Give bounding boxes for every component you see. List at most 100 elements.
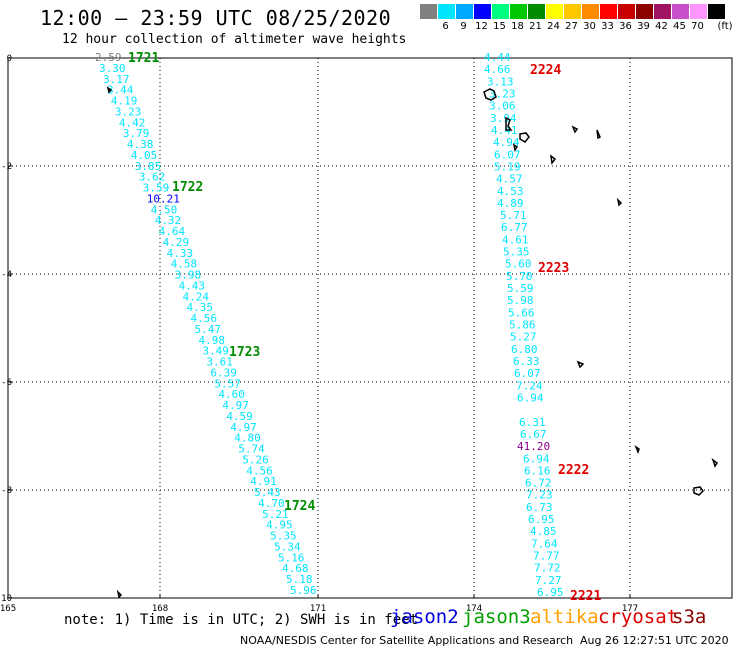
west-track-value: 3.98 (175, 269, 202, 282)
west-track-value: 5.43 (254, 486, 280, 499)
scale-swatch (708, 4, 725, 19)
west-track-value: 5.18 (286, 573, 313, 586)
west-track-value: 5.47 (194, 323, 221, 336)
scale-label: 27 (565, 21, 578, 32)
scale-label: 45 (673, 21, 686, 32)
x-axis-label: 165 (0, 604, 16, 614)
west-track-value: 3.44 (107, 84, 134, 97)
satellite-label-altika: altika (530, 606, 599, 628)
west-track-value: 3.61 (206, 356, 233, 369)
west-track-value: 6.39 (210, 366, 237, 379)
west-track-value: 4.97 (230, 421, 257, 434)
west-track-value: 4.98 (198, 334, 225, 347)
east-track-value: 4.57 (496, 173, 523, 186)
east-track-value: 3.94 (490, 112, 517, 125)
west-track-value: 4.35 (187, 301, 214, 314)
island-outline (693, 486, 704, 496)
west-track-value: 4.29 (163, 236, 190, 249)
footer-notes: note: 1) Time is in UTC; 2) SWH is in fe… (64, 612, 419, 628)
east-track-value: 6.07 (494, 148, 521, 161)
west-track-value: 4.70 (258, 497, 285, 510)
time-label: 1721 (128, 51, 159, 66)
x-axis-label: 171 (310, 604, 326, 614)
time-label: 2223 (538, 261, 569, 276)
east-track-value: 5.35 (503, 246, 530, 259)
east-track-value: 5.70 (506, 270, 533, 283)
west-track-value: 3.17 (103, 73, 130, 86)
island-outline (505, 116, 513, 131)
west-track-value: 4.56 (246, 464, 273, 477)
scale-swatch (420, 4, 437, 19)
scale-label: 21 (529, 21, 542, 32)
west-track-value: 4.38 (127, 138, 154, 151)
east-track-value: 5.60 (505, 258, 532, 271)
west-track-value: 5.26 (242, 453, 269, 466)
scale-label: 33 (601, 21, 614, 32)
scale-label: 6 (442, 21, 449, 32)
east-track-value: 6.67 (520, 428, 547, 441)
x-axis-label: 174 (466, 604, 482, 614)
map-subtitle: 12 hour collection of altimeter wave hei… (62, 32, 407, 47)
scale-swatch (582, 4, 599, 19)
west-track-value: 4.56 (191, 312, 218, 325)
y-axis-label: -10 (0, 594, 12, 604)
west-track-value: 3.85 (135, 160, 162, 173)
map-frame (7, 57, 733, 599)
time-label: 2221 (570, 589, 601, 604)
scale-swatch (510, 4, 527, 19)
east-track-value: 7.72 (534, 562, 561, 575)
east-track-value: 7.77 (533, 550, 560, 563)
satellite-label-cryosat: cryosat (598, 606, 679, 628)
west-track-value: 5.74 (238, 443, 265, 456)
west-track-value: 4.91 (250, 475, 277, 488)
y-axis-label: 0 (7, 54, 12, 64)
island-outline (711, 457, 719, 468)
scale-label: 70 (691, 21, 704, 32)
island-outline (116, 589, 123, 599)
scale-swatch (636, 4, 653, 19)
island-outline (596, 129, 601, 140)
time-label: 1724 (284, 499, 315, 514)
scale-swatch (654, 4, 671, 19)
scale-swatch (618, 4, 635, 19)
east-track-value: 6.07 (514, 367, 541, 380)
east-track-value: 6.94 (523, 452, 550, 465)
scale-swatch (438, 4, 455, 19)
west-track-value: 3.62 (139, 171, 166, 184)
y-axis-label: -4 (1, 270, 12, 280)
east-track-value: 7.24 (516, 379, 543, 392)
scale-swatch (474, 4, 491, 19)
west-track-value: 5.16 (278, 551, 305, 564)
scale-label: 24 (547, 21, 560, 32)
west-track-value: 2.59 (95, 51, 122, 64)
scale-swatch (672, 4, 689, 19)
east-track-value: 5.98 (507, 294, 534, 307)
east-track-value: 6.73 (526, 501, 553, 514)
east-track-value: 7.27 (535, 574, 562, 587)
west-track-value: 3.23 (115, 105, 141, 118)
west-track-value: 5.57 (214, 377, 241, 390)
scale-swatch (690, 4, 707, 19)
generated-timestamp: Aug 26 12:27:51 UTC 2020 (580, 634, 729, 647)
west-track-value: 4.33 (167, 247, 194, 260)
east-track-value: 6.31 (519, 416, 546, 429)
satellite-label-jason2: jason2 (390, 606, 459, 628)
time-label: 2224 (530, 63, 561, 78)
island-outline (634, 445, 640, 455)
scale-unit-label: (ft) (717, 21, 733, 32)
satellite-label-jason3: jason3 (462, 606, 531, 628)
west-track-value: 4.19 (111, 95, 138, 108)
scale-swatch (564, 4, 581, 19)
west-track-value: 4.50 (151, 203, 178, 216)
west-track-value: 3.79 (123, 127, 150, 140)
east-track-value: 6.94 (517, 391, 544, 404)
east-track-value: 4.85 (530, 525, 557, 538)
west-track-value: 4.42 (119, 116, 146, 129)
east-track-value: 7.23 (526, 489, 553, 502)
east-track-value: 4.66 (484, 63, 511, 76)
scale-swatch (546, 4, 563, 19)
map-title: 12:00 – 23:59 UTC 08/25/2020 (40, 6, 392, 30)
east-track-value: 5.86 (509, 319, 536, 332)
west-track-value: 5.96 (290, 584, 317, 597)
